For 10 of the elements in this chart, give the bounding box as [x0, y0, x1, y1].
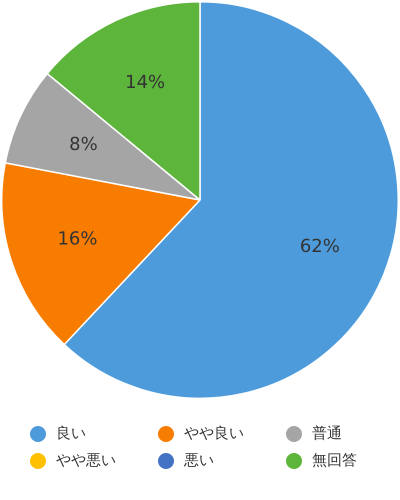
legend-label: 悪い — [184, 451, 214, 470]
legend-label: 無回答 — [312, 451, 357, 470]
legend-label: やや悪い — [56, 451, 116, 470]
data-label: 14% — [125, 72, 166, 94]
data-label: 8% — [69, 134, 98, 155]
legend-label: 良い — [56, 424, 86, 443]
legend-label: 普通 — [312, 424, 342, 443]
data-label: 16% — [57, 228, 98, 250]
data-label: 62% — [300, 236, 340, 258]
legend-label: やや良い — [184, 424, 244, 443]
